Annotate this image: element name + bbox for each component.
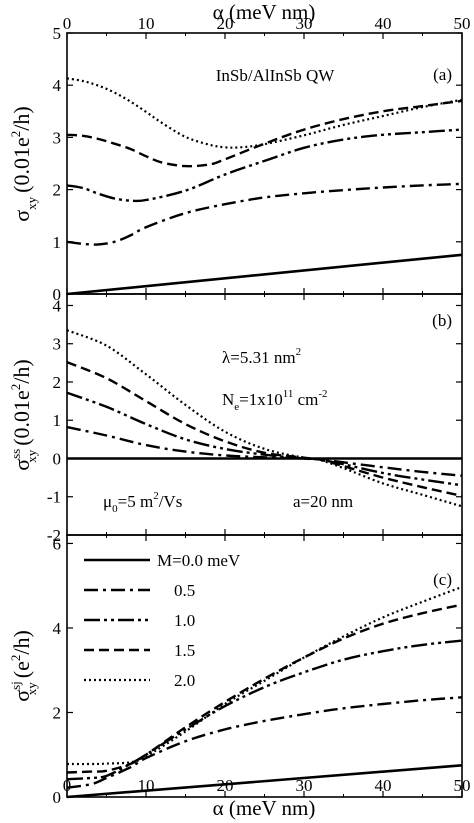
y-tick-label: 2	[53, 703, 62, 722]
y-tick-label: 2	[53, 373, 62, 392]
y-tick-label: 1	[53, 233, 62, 252]
y-tick-label: -2	[47, 526, 61, 545]
series-line-0-0	[66, 253, 463, 296]
x-tick-label: 30	[296, 776, 313, 795]
y-tick-label: 4	[53, 296, 62, 315]
panel-b: -2 -1 0 1 2 3 4 (b) σssxy(0.01e2/h)	[8, 293, 463, 545]
y-tick-label: 4	[53, 76, 62, 95]
y-axis-label: σssxy(0.01e2/h)	[8, 359, 39, 471]
panel-letter: (a)	[433, 65, 452, 84]
y-tick-label: 3	[53, 335, 62, 354]
top-axis-title: α (meV nm)	[213, 0, 316, 24]
series-line-2-0	[66, 585, 463, 766]
series-line-1-0	[66, 391, 463, 487]
series-line-0-5	[66, 425, 463, 477]
y-axis-label: σsjxy(e2/h)	[8, 630, 39, 702]
y-tick-label: 1	[53, 411, 62, 430]
x-tick-label: 0	[63, 776, 72, 795]
y-tick-label: 2	[53, 181, 62, 200]
series-line-0-5	[66, 182, 463, 246]
panel-a-material-label: InSb/AlInSb QW	[216, 66, 335, 85]
x-tick-label: 40	[375, 776, 392, 795]
panel-letter: (b)	[432, 311, 452, 330]
series-line-2-0	[66, 77, 463, 149]
x-tick-label: 0	[63, 14, 72, 33]
series-line-1-0	[66, 128, 463, 203]
y-tick-label: 0	[53, 788, 62, 807]
panel-letter: (c)	[433, 570, 452, 589]
x-tick-label: 10	[138, 14, 155, 33]
plot-frame	[66, 534, 463, 798]
panel-b-a-label: a=20 nm	[293, 492, 353, 511]
y-tick-label: 3	[53, 128, 62, 147]
legend-label: 2.0	[174, 671, 195, 690]
panel-b-lambda-label: λ=5.31 nm2	[222, 346, 301, 367]
legend-label: M=0.0 meV	[157, 551, 241, 570]
x-tick-label: 50	[454, 14, 471, 33]
x-tick-label: 20	[217, 14, 234, 33]
y-tick-label: 0	[53, 285, 62, 304]
legend-label: 1.5	[174, 641, 195, 660]
x-tick-label: 40	[375, 14, 392, 33]
y-tick-label: 0	[53, 449, 62, 468]
panel-a: 0 10 20 30 40 50 0 1 2 3 4 5 (a) σxy(0.01e2/h)	[8, 14, 471, 304]
series-line-1-5	[66, 99, 463, 168]
panel-b-density-label: Ne=1x1011 cm-2	[222, 388, 328, 413]
series-line-0-0	[66, 764, 463, 799]
bottom-axis-title: α (meV nm)	[213, 796, 316, 820]
x-tick-label: 30	[296, 14, 313, 33]
series-line-1-5	[66, 360, 463, 498]
x-tick-label: 50	[454, 776, 471, 795]
y-tick-label: -1	[47, 488, 61, 507]
series-line-1-0	[66, 639, 463, 781]
legend: M=0.0 meV 0.5 1.0 1.5 2.0	[84, 551, 241, 690]
y-axis-label: σxy(0.01e2/h)	[8, 106, 39, 221]
y-tick-label: 5	[53, 24, 62, 43]
legend-label: 1.0	[174, 611, 195, 630]
y-tick-label: 4	[53, 619, 62, 638]
series-line-0-5	[66, 696, 463, 789]
series-line-1-5	[66, 603, 463, 774]
y-tick-label: 6	[53, 534, 62, 553]
legend-label: 0.5	[174, 581, 195, 600]
panel-b-mobility-label: μ0=5 m2/Vs	[103, 490, 182, 515]
